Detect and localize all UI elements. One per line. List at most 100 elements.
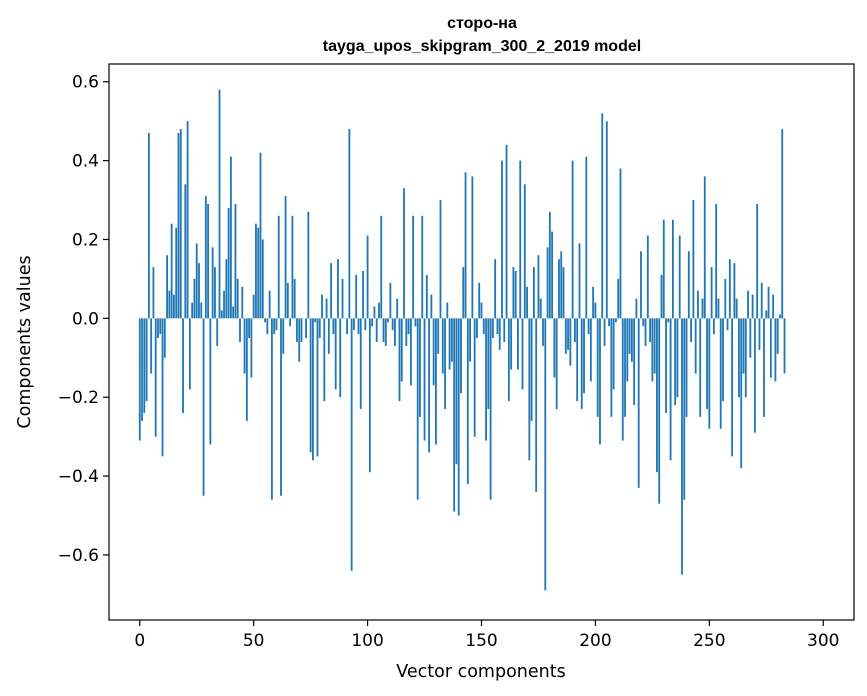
y-tick-label: 0.0 <box>72 309 99 329</box>
bar-150 <box>480 302 483 319</box>
bar-22 <box>188 318 191 390</box>
bar-24 <box>193 278 196 319</box>
bar-195 <box>583 318 585 394</box>
bar-159 <box>501 160 503 319</box>
bar-142 <box>462 267 465 319</box>
bar-49 <box>250 318 253 378</box>
bar-275 <box>765 310 768 319</box>
chart-title-line1: сторо-на <box>447 15 517 32</box>
bar-281 <box>779 314 781 319</box>
bar-251 <box>710 267 713 319</box>
bar-146 <box>471 176 474 319</box>
bar-7 <box>154 318 157 437</box>
x-axis-ticks: 0 50 100 150 200 250 300 <box>134 620 839 651</box>
bar-85 <box>332 318 335 335</box>
bar-66 <box>289 318 292 327</box>
x-tick-label: 50 <box>243 631 265 651</box>
bar-219 <box>637 318 640 488</box>
bar-156 <box>494 259 497 319</box>
bar-235 <box>674 318 677 406</box>
bar-60 <box>275 318 278 331</box>
bar-62 <box>280 318 282 496</box>
bar-155 <box>491 318 494 339</box>
bar-65 <box>286 282 289 319</box>
bar-80 <box>321 294 323 319</box>
bar-12 <box>166 255 169 319</box>
bar-16 <box>175 227 178 319</box>
bar-257 <box>724 278 727 319</box>
bar-216 <box>630 318 633 362</box>
bar-168 <box>521 318 524 390</box>
bar-154 <box>489 318 492 500</box>
bar-206 <box>608 318 610 327</box>
bar-228 <box>658 318 661 504</box>
bar-182 <box>553 318 556 378</box>
bar-15 <box>173 294 175 319</box>
bar-61 <box>277 215 280 319</box>
bar-122 <box>416 318 419 500</box>
bar-137 <box>450 318 453 362</box>
bar-73 <box>305 318 307 339</box>
bars-group <box>138 89 786 591</box>
bar-74 <box>307 211 310 319</box>
bar-200 <box>594 302 597 319</box>
bar-45 <box>241 286 244 319</box>
bar-169 <box>523 184 526 319</box>
bar-37 <box>223 290 225 319</box>
bar-82 <box>325 298 328 319</box>
bar-254 <box>717 298 720 319</box>
bar-50 <box>252 294 255 319</box>
x-tick-label: 150 <box>465 631 497 651</box>
bar-121 <box>414 318 417 327</box>
plot-frame <box>108 63 855 621</box>
bar-59 <box>273 318 276 335</box>
x-tick-label: 0 <box>134 631 145 651</box>
bar-40 <box>229 156 232 319</box>
bar-208 <box>612 318 615 390</box>
bar-103 <box>373 306 376 319</box>
bar-88 <box>339 318 342 398</box>
bar-256 <box>722 318 724 402</box>
bar-198 <box>589 318 592 382</box>
bar-117 <box>405 318 408 346</box>
bar-30 <box>207 203 210 319</box>
bar-190 <box>571 160 574 319</box>
bar-214 <box>626 318 629 382</box>
y-tick-label: −0.6 <box>58 546 99 566</box>
bar-280 <box>776 318 779 354</box>
bar-267 <box>747 290 749 319</box>
bar-123 <box>419 318 421 417</box>
bar-29 <box>204 196 207 319</box>
bar-21 <box>186 121 189 319</box>
bar-196 <box>585 156 588 319</box>
bar-124 <box>421 215 424 319</box>
bar-128 <box>430 294 433 319</box>
bar-272 <box>758 318 761 350</box>
bar-141 <box>460 318 462 394</box>
bar-126 <box>425 274 428 319</box>
bar-53 <box>259 152 262 319</box>
bar-226 <box>653 318 656 374</box>
bar-170 <box>526 286 528 319</box>
bar-259 <box>728 259 731 319</box>
bar-113 <box>396 298 399 319</box>
y-tick-label: −0.4 <box>58 467 99 487</box>
bar-97 <box>359 318 362 410</box>
bar-104 <box>375 318 378 342</box>
bar-240 <box>685 318 688 417</box>
bar-76 <box>312 318 314 461</box>
bar-99 <box>364 318 367 331</box>
bar-236 <box>676 318 679 398</box>
bar-184 <box>558 259 560 319</box>
bar-144 <box>466 318 469 484</box>
bar-133 <box>441 318 444 374</box>
bar-1 <box>141 318 143 421</box>
bar-78 <box>316 318 319 457</box>
bar-162 <box>507 318 510 402</box>
bar-191 <box>574 318 576 342</box>
bar-8 <box>157 318 159 339</box>
bar-63 <box>282 318 285 354</box>
bar-125 <box>423 318 426 441</box>
bar-218 <box>635 298 638 319</box>
